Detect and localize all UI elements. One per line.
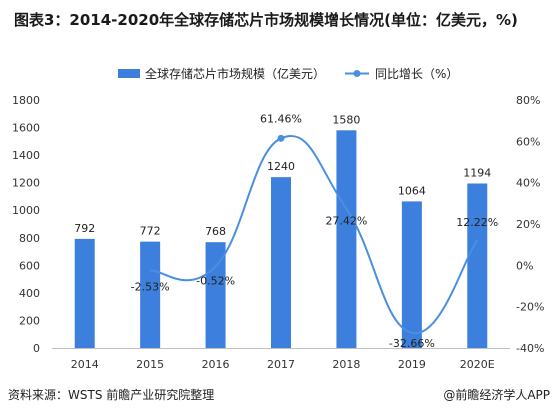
bar (467, 183, 488, 348)
bar (271, 177, 291, 348)
legend-label-line: 同比增长（%） (375, 67, 458, 81)
x-tick-label: 2019 (398, 358, 426, 371)
growth-value-label: 12.22% (456, 216, 498, 229)
y-left-tick-label: 1000 (12, 204, 40, 217)
source-note: 资料来源：WSTS 前瞻产业研究院整理 (8, 388, 215, 402)
brand-note: @前瞻经济学人APP (443, 388, 550, 402)
bar-value-label: 1064 (398, 184, 426, 197)
x-tick-label: 2015 (136, 358, 164, 371)
y-left-tick-label: 200 (19, 314, 40, 327)
bar (140, 241, 161, 348)
growth-point (277, 134, 285, 142)
legend-marker-line (353, 70, 361, 77)
y-right-tick-label: 80% (516, 94, 540, 107)
y-left-tick-label: 1800 (12, 94, 40, 107)
bar (401, 201, 422, 348)
y-left-tick-label: 1600 (12, 122, 40, 135)
bar (74, 238, 95, 348)
bar-value-label: 1194 (463, 166, 491, 179)
bar-value-label: 1580 (332, 113, 360, 126)
x-tick-label: 2014 (71, 358, 99, 371)
x-tick-label: 2020E (460, 358, 495, 371)
x-tick-label: 2016 (202, 358, 230, 371)
growth-value-label: -32.66% (389, 337, 435, 350)
y-right-tick-label: 40% (516, 177, 540, 190)
y-left-tick-label: 1400 (12, 149, 40, 162)
legend-label-bar: 全球存储芯片市场规模（亿美元） (145, 66, 325, 81)
y-right-tick-label: -20% (516, 301, 544, 314)
growth-value-label: -0.52% (196, 274, 235, 287)
growth-value-label: 27.42% (325, 215, 367, 228)
x-tick-label: 2018 (332, 358, 360, 371)
y-left-tick-label: 1200 (12, 177, 40, 190)
growth-line (150, 135, 479, 334)
bar (205, 242, 226, 348)
growth-value-label: 61.46% (260, 112, 302, 125)
bar-value-label: 1240 (267, 160, 295, 173)
y-left-tick-label: 600 (19, 259, 40, 272)
bar-value-label: 768 (205, 225, 226, 238)
x-tick-label: 2017 (267, 358, 295, 371)
y-right-tick-label: -40% (516, 342, 544, 355)
bar (336, 130, 357, 348)
legend-swatch-bar (118, 69, 140, 78)
y-left-tick-label: 800 (19, 232, 40, 245)
growth-value-label: -2.53% (131, 281, 170, 294)
y-left-tick-label: 400 (19, 287, 40, 300)
bar-value-label: 772 (140, 225, 161, 238)
y-right-tick-label: 60% (516, 135, 540, 148)
y-right-tick-label: 20% (516, 218, 540, 231)
bar-value-label: 792 (74, 222, 95, 235)
chart-title: 图表3：2014-2020年全球存储芯片市场规模增长情况(单位：亿美元，%) (14, 11, 518, 29)
y-right-tick-label: 0% (516, 259, 533, 272)
y-left-tick-label: 0 (33, 342, 40, 355)
